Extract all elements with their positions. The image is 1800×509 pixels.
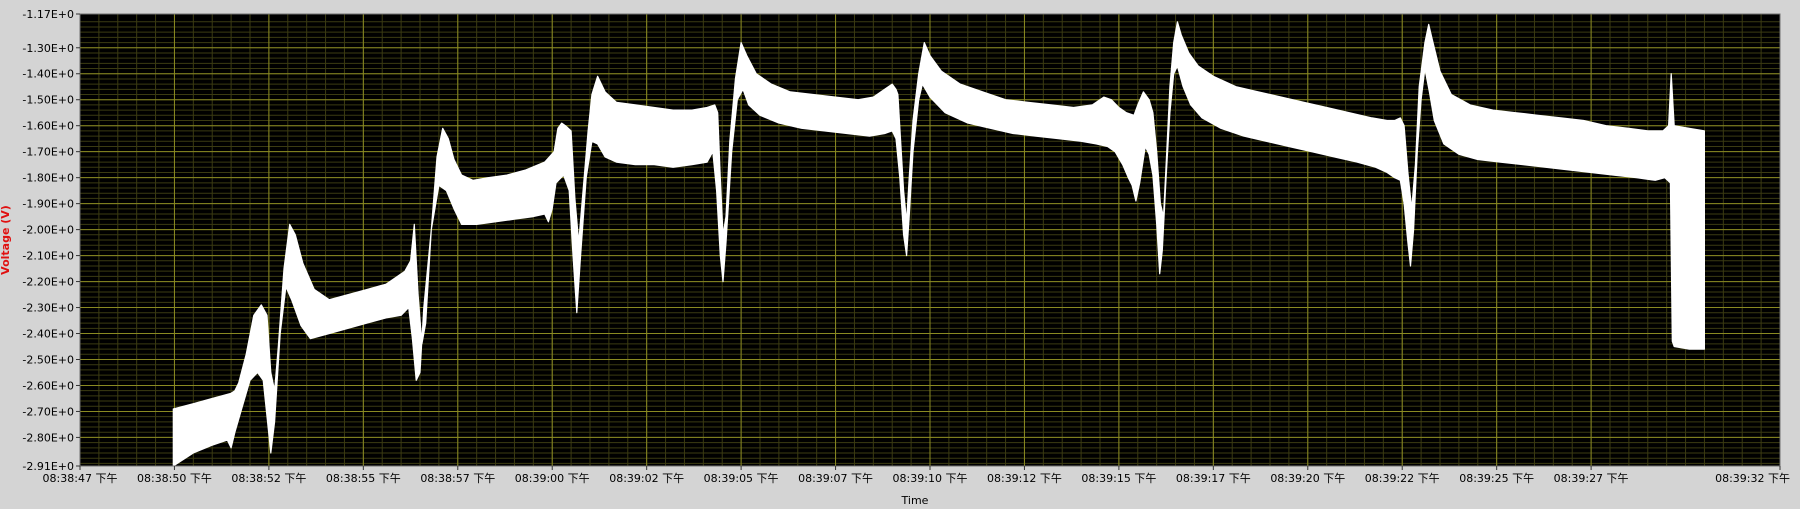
x-tick-label: 08:39:00 下午	[515, 472, 590, 485]
y-axis-label: Voltage (V)	[0, 205, 12, 275]
y-tick-label: -1.30E+0	[22, 42, 74, 55]
y-tick-label: -1.70E+0	[22, 146, 74, 159]
x-tick-label: 08:38:52 下午	[231, 472, 306, 485]
x-tick-label: 08:39:22 下午	[1365, 472, 1440, 485]
x-tick-label: 08:39:17 下午	[1176, 472, 1251, 485]
y-axis-ticks: -1.17E+0 -1.30E+0 -1.40E+0 -1.50E+0 -1.60E+0…	[22, 8, 80, 473]
y-tick-label: -2.91E+0	[22, 460, 74, 473]
x-axis-ticks: 08:38:47 下午 08:38:50 下午 08:38:52 下午 08:38:5…	[43, 466, 1790, 485]
voltage-trace	[172, 21, 1705, 467]
x-axis-label: Time	[901, 494, 929, 504]
x-tick-label: 08:38:55 下午	[326, 472, 401, 485]
x-tick-label: 08:39:07 下午	[798, 472, 873, 485]
y-tick-label: -2.70E+0	[22, 405, 74, 418]
y-tick-label: -2.50E+0	[22, 353, 74, 366]
y-tick-label: -2.00E+0	[22, 224, 74, 237]
x-tick-label: 08:39:20 下午	[1270, 472, 1345, 485]
trace-layer	[172, 21, 1705, 467]
x-tick-label: 08:39:10 下午	[893, 472, 968, 485]
x-tick-label: 08:38:57 下午	[420, 472, 495, 485]
y-tick-label: -1.40E+0	[22, 68, 74, 81]
y-tick-label: -1.80E+0	[22, 172, 74, 185]
y-tick-label: -2.30E+0	[22, 302, 74, 315]
y-tick-label: -2.40E+0	[22, 328, 74, 341]
y-tick-label: -1.60E+0	[22, 120, 74, 133]
x-tick-label: 08:39:15 下午	[1081, 472, 1156, 485]
x-tick-label: 08:39:25 下午	[1459, 472, 1534, 485]
y-tick-label: -2.60E+0	[22, 379, 74, 392]
y-tick-label: -2.80E+0	[22, 431, 74, 444]
x-tick-label: 08:39:05 下午	[704, 472, 779, 485]
x-tick-label: 08:39:02 下午	[609, 472, 684, 485]
x-tick-label: 08:38:50 下午	[137, 472, 212, 485]
x-tick-label: 08:39:12 下午	[987, 472, 1062, 485]
y-tick-label: -1.90E+0	[22, 198, 74, 211]
x-tick-label: 08:39:32 下午	[1715, 472, 1790, 485]
y-tick-label: -1.17E+0	[22, 8, 74, 21]
x-tick-label: 08:39:27 下午	[1554, 472, 1629, 485]
y-tick-label: -1.50E+0	[22, 94, 74, 107]
x-tick-label: 08:38:47 下午	[43, 472, 118, 485]
y-tick-label: -2.10E+0	[22, 250, 74, 263]
y-tick-label: -2.20E+0	[22, 276, 74, 289]
